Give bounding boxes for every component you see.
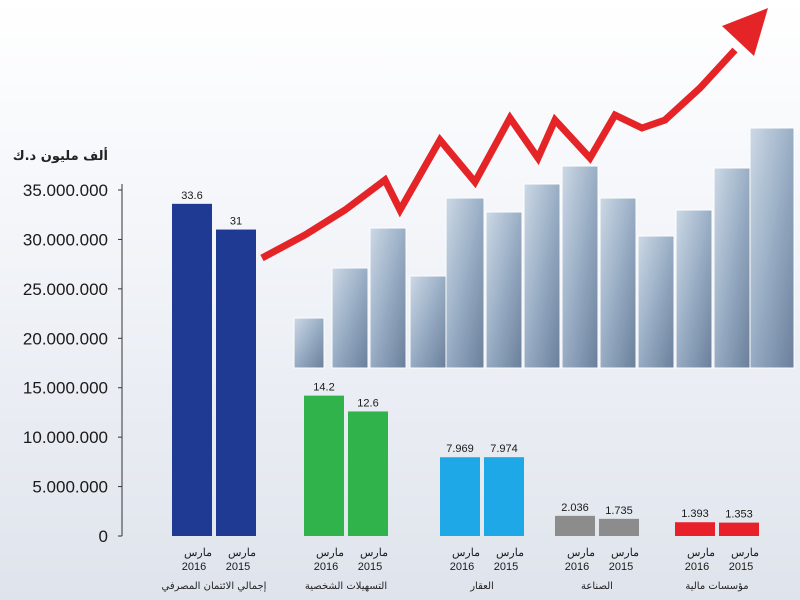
y-tick-label: 30.000.000 bbox=[23, 230, 108, 249]
series-label-line2: 2015 bbox=[226, 561, 250, 573]
series-label-line1: مارس bbox=[496, 547, 524, 559]
banknote-bar bbox=[637, 235, 675, 369]
bar-value-label: 2.036 bbox=[561, 502, 589, 514]
series-label-line2: 2016 bbox=[565, 561, 589, 573]
bar-value-label: 7.969 bbox=[446, 443, 474, 455]
banknote-bar bbox=[599, 197, 637, 369]
category-label: إجمالي الائتمان المصرفي bbox=[162, 581, 267, 592]
category-label: العقار bbox=[469, 581, 494, 592]
series-label-line2: 2016 bbox=[450, 561, 474, 573]
banknote-bar bbox=[523, 183, 561, 369]
series-label-line2: 2016 bbox=[182, 561, 206, 573]
bar bbox=[719, 522, 759, 536]
series-label-line1: مارس bbox=[452, 547, 480, 559]
y-axis: 0 5.000.000 10.000.000 15.000.000 20.000.000… bbox=[13, 147, 123, 546]
series-label-line1: مارس bbox=[567, 547, 595, 559]
bar-value-label: 7.974 bbox=[490, 443, 518, 455]
banknote-bar bbox=[749, 127, 795, 369]
y-tick-label: 10.000.000 bbox=[23, 428, 108, 447]
bar bbox=[304, 395, 344, 536]
banknote-bar bbox=[331, 267, 369, 369]
series-label-line2: 2016 bbox=[314, 561, 338, 573]
series-label-line2: 2015 bbox=[729, 561, 753, 573]
banknote-bar bbox=[293, 317, 325, 369]
bar bbox=[172, 203, 212, 536]
series-label-line1: مارس bbox=[731, 547, 759, 559]
rising-arrow-head bbox=[722, 8, 768, 56]
bar bbox=[348, 411, 388, 536]
banknote-bar bbox=[485, 211, 523, 369]
banknote-bar bbox=[675, 209, 713, 369]
series-label-line2: 2015 bbox=[358, 561, 382, 573]
rising-arrow-line bbox=[260, 47, 738, 262]
bar bbox=[484, 457, 524, 536]
series-label-line1: مارس bbox=[184, 547, 212, 559]
series-label-line1: مارس bbox=[360, 547, 388, 559]
y-unit-label: ألف مليون د.ك bbox=[13, 147, 108, 164]
banknote-bar bbox=[713, 167, 751, 369]
y-tick-label: 35.000.000 bbox=[23, 181, 108, 200]
banknote-bar bbox=[409, 275, 447, 369]
series-label-line1: مارس bbox=[228, 547, 256, 559]
category-label: التسهيلات الشخصية bbox=[305, 581, 387, 592]
bar bbox=[440, 457, 480, 536]
bar bbox=[675, 522, 715, 536]
bars-group bbox=[172, 203, 759, 537]
banknote-bar bbox=[561, 165, 599, 369]
series-label-line2: 2015 bbox=[494, 561, 518, 573]
bar bbox=[599, 518, 639, 536]
category-label: الصناعة bbox=[581, 581, 613, 592]
category-label: مؤسسات مالية bbox=[685, 581, 748, 592]
bar-value-label: 31 bbox=[230, 216, 242, 228]
banknote-bar bbox=[369, 227, 407, 369]
bar-value-label: 14.2 bbox=[313, 382, 334, 394]
banknote-bar bbox=[445, 197, 485, 369]
y-tick-label: 20.000.000 bbox=[23, 329, 108, 348]
series-label-line1: مارس bbox=[316, 547, 344, 559]
bar-value-label: 1.393 bbox=[681, 508, 709, 520]
y-tick-label: 15.000.000 bbox=[23, 379, 108, 398]
series-label-line2: 2016 bbox=[685, 561, 709, 573]
bar-value-label: 12.6 bbox=[357, 397, 378, 409]
bar bbox=[216, 229, 256, 537]
y-tick-label: 25.000.000 bbox=[23, 280, 108, 299]
series-label-line1: مارس bbox=[611, 547, 639, 559]
y-tick-label: 0 bbox=[99, 527, 108, 546]
bar-value-label: 1.735 bbox=[605, 505, 633, 517]
series-label-line1: مارس bbox=[687, 547, 715, 559]
labels-group: 33.6 مارس 2016 31 مارس 2015 إجمالي الائتمان ال… bbox=[162, 190, 760, 592]
series-label-line2: 2015 bbox=[609, 561, 633, 573]
bar bbox=[555, 515, 595, 536]
bar-value-label: 33.6 bbox=[181, 190, 202, 202]
bar-value-label: 1.353 bbox=[725, 509, 753, 521]
y-tick-label: 5.000.000 bbox=[32, 478, 108, 497]
